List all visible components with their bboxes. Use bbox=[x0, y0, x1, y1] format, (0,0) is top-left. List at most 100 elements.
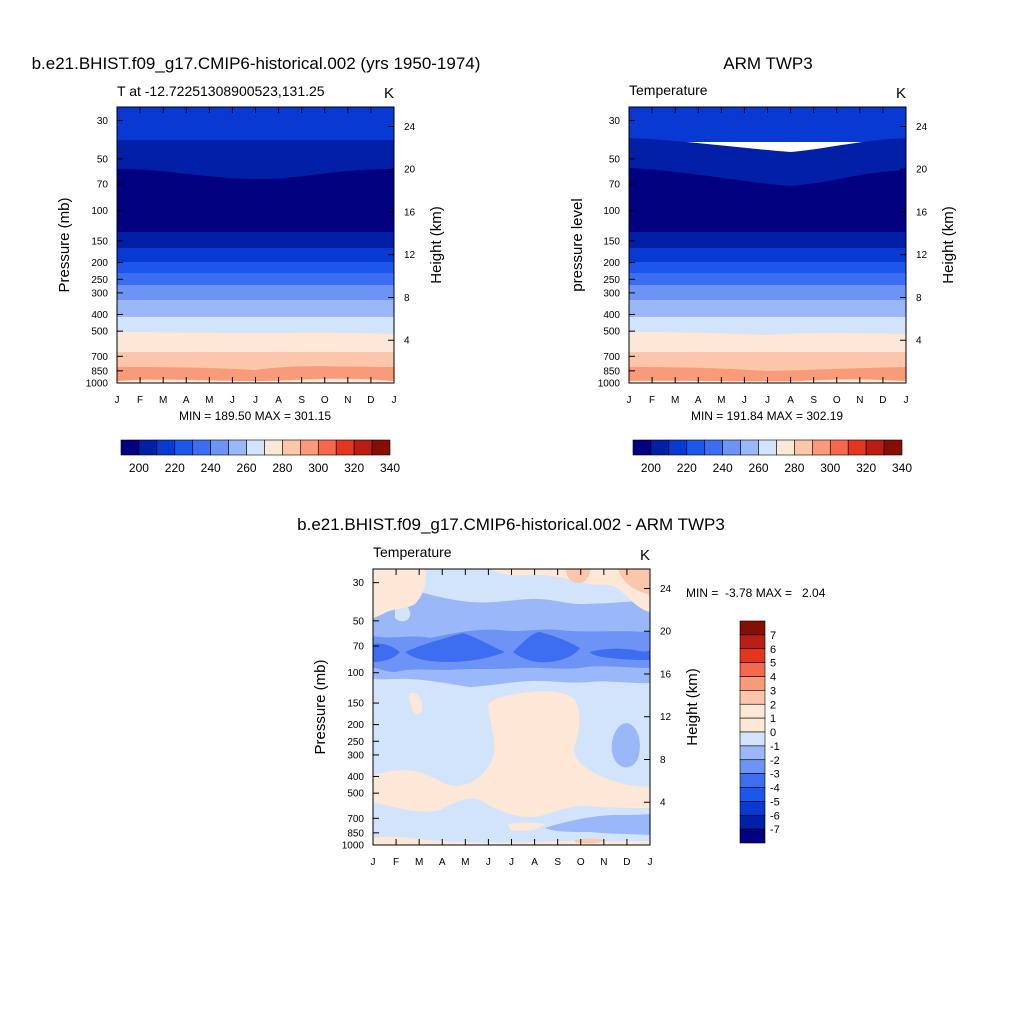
colorbar-label: 280 bbox=[784, 461, 804, 475]
colorbar-box bbox=[739, 690, 766, 705]
colorbar-box bbox=[282, 439, 301, 456]
x-tick-label: J bbox=[648, 857, 653, 868]
colorbar-box bbox=[739, 717, 766, 733]
colorbar-box bbox=[632, 439, 652, 456]
colorbar-box bbox=[264, 439, 283, 456]
diff-blob-pos05-mar bbox=[409, 692, 423, 715]
colorbar-box bbox=[739, 787, 766, 802]
panel-model-ylabel-right: Height (km) bbox=[428, 206, 445, 284]
x-tick-label: J bbox=[486, 857, 491, 868]
diff-blob-neg35-nov bbox=[590, 648, 650, 660]
colorbar-label: 6 bbox=[770, 644, 776, 656]
y-tick-label: 200 bbox=[603, 258, 620, 269]
colorbar-box bbox=[883, 439, 903, 456]
colorbar-box bbox=[246, 439, 265, 456]
colorbar-label: 7 bbox=[770, 630, 776, 642]
colorbar-label: 0 bbox=[770, 727, 776, 739]
band-210 bbox=[117, 232, 394, 249]
panel-diff-right-subtitle: K bbox=[640, 547, 650, 564]
colorbar-box bbox=[758, 439, 777, 456]
panel-obs-left-subtitle: Temperature bbox=[629, 82, 708, 98]
panel-diff-plot-area bbox=[373, 569, 650, 845]
x-tick-label: J bbox=[904, 395, 909, 406]
panel-model-right-subtitle: K bbox=[384, 85, 394, 102]
y-tick-label: 250 bbox=[347, 737, 364, 748]
colorbar-box bbox=[739, 676, 766, 691]
panel-obs-colorbar: 200 220 240 260 280 300 320 340 bbox=[632, 439, 912, 475]
panel-diff-axes: J F M A M J J A S O N D J 30 50 70 100 150 200 250 300 400 500… bbox=[342, 569, 672, 868]
colorbar-box bbox=[739, 634, 766, 650]
x-tick-label: A bbox=[787, 395, 794, 406]
colorbar-label: 320 bbox=[856, 461, 876, 475]
y-tick-label: 850 bbox=[91, 366, 108, 377]
colorbar-label: -5 bbox=[770, 796, 780, 808]
colorbar-box bbox=[739, 773, 766, 788]
x-tick-label: O bbox=[321, 395, 329, 406]
colorbar-label: 340 bbox=[892, 461, 912, 475]
x-tick-label: J bbox=[765, 395, 770, 406]
y-tick-label: 30 bbox=[353, 578, 365, 589]
y-right-tick-label: 8 bbox=[404, 293, 410, 304]
colorbar-label: 240 bbox=[201, 461, 221, 475]
y-tick-label: 70 bbox=[353, 642, 365, 653]
y-tick-label: 700 bbox=[603, 352, 620, 363]
x-tick-label: D bbox=[879, 395, 886, 406]
y-tick-label: 50 bbox=[97, 154, 109, 165]
colorbar-box bbox=[776, 439, 795, 456]
colorbar-box bbox=[668, 439, 688, 456]
x-tick-label: N bbox=[856, 395, 863, 406]
band-240 bbox=[629, 273, 906, 286]
x-tick-label: M bbox=[461, 857, 469, 868]
y-tick-label: 400 bbox=[91, 310, 108, 321]
y-tick-label: 200 bbox=[91, 258, 108, 269]
y-right-tick-label: 16 bbox=[660, 669, 672, 680]
y-right-tick-label: 4 bbox=[660, 798, 666, 809]
y-tick-label: 250 bbox=[603, 275, 620, 286]
y-tick-label: 70 bbox=[97, 180, 109, 191]
x-tick-label: F bbox=[137, 395, 143, 406]
colorbar-label: 220 bbox=[165, 461, 185, 475]
panel-model-stats: MIN = 189.50 MAX = 301.15 bbox=[179, 409, 331, 423]
x-tick-label: S bbox=[298, 395, 305, 406]
band-250 bbox=[629, 285, 906, 301]
colorbar-box bbox=[210, 439, 229, 456]
panel-diff-stats: MIN = -3.78 MAX = 2.04 bbox=[686, 586, 826, 600]
y-tick-label: 1000 bbox=[342, 841, 365, 852]
band-290 bbox=[629, 352, 906, 372]
colorbar-box bbox=[371, 439, 391, 456]
diff-strip-neg15 bbox=[545, 814, 650, 835]
colorbar-box bbox=[704, 439, 723, 456]
y-right-tick-label: 24 bbox=[916, 122, 928, 133]
band-260 bbox=[117, 300, 394, 318]
panel-model-ylabel: Pressure (mb) bbox=[56, 197, 73, 292]
panel-model-axes: J F M A M J J A S O N D J 30 50 70 100 150 200 250 300 400 500… bbox=[86, 107, 416, 406]
band-190 bbox=[117, 168, 394, 234]
diff-wedge-neg05-jun bbox=[470, 819, 492, 833]
y-right-tick-label: 24 bbox=[660, 584, 672, 595]
colorbar-label: -1 bbox=[770, 741, 780, 753]
colorbar-box bbox=[300, 439, 319, 456]
colorbar-label: 220 bbox=[677, 461, 697, 475]
colorbar-box bbox=[739, 620, 766, 636]
colorbar-label: 2 bbox=[770, 699, 776, 711]
colorbar-box bbox=[156, 439, 176, 456]
y-tick-label: 150 bbox=[603, 237, 620, 248]
y-tick-label: 700 bbox=[347, 814, 364, 825]
colorbar-box bbox=[847, 439, 867, 456]
band-270 bbox=[117, 317, 394, 335]
colorbar-label: 200 bbox=[129, 461, 149, 475]
diff-region-pos05-center bbox=[373, 691, 650, 818]
x-tick-label: M bbox=[671, 395, 679, 406]
band-280 bbox=[629, 332, 906, 353]
x-tick-label: O bbox=[833, 395, 841, 406]
y-right-tick-label: 4 bbox=[916, 336, 922, 347]
y-tick-label: 300 bbox=[347, 750, 364, 761]
panel-obs: ARM TWP3 Temperature K J F M A M J J A S O N D J 30 50… bbox=[569, 54, 957, 475]
x-tick-label: M bbox=[159, 395, 167, 406]
colorbar-box bbox=[739, 801, 766, 816]
x-tick-label: J bbox=[115, 395, 120, 406]
diff-blob-neg35-apr bbox=[405, 633, 505, 662]
y-tick-label: 300 bbox=[91, 288, 108, 299]
x-tick-label: M bbox=[205, 395, 213, 406]
